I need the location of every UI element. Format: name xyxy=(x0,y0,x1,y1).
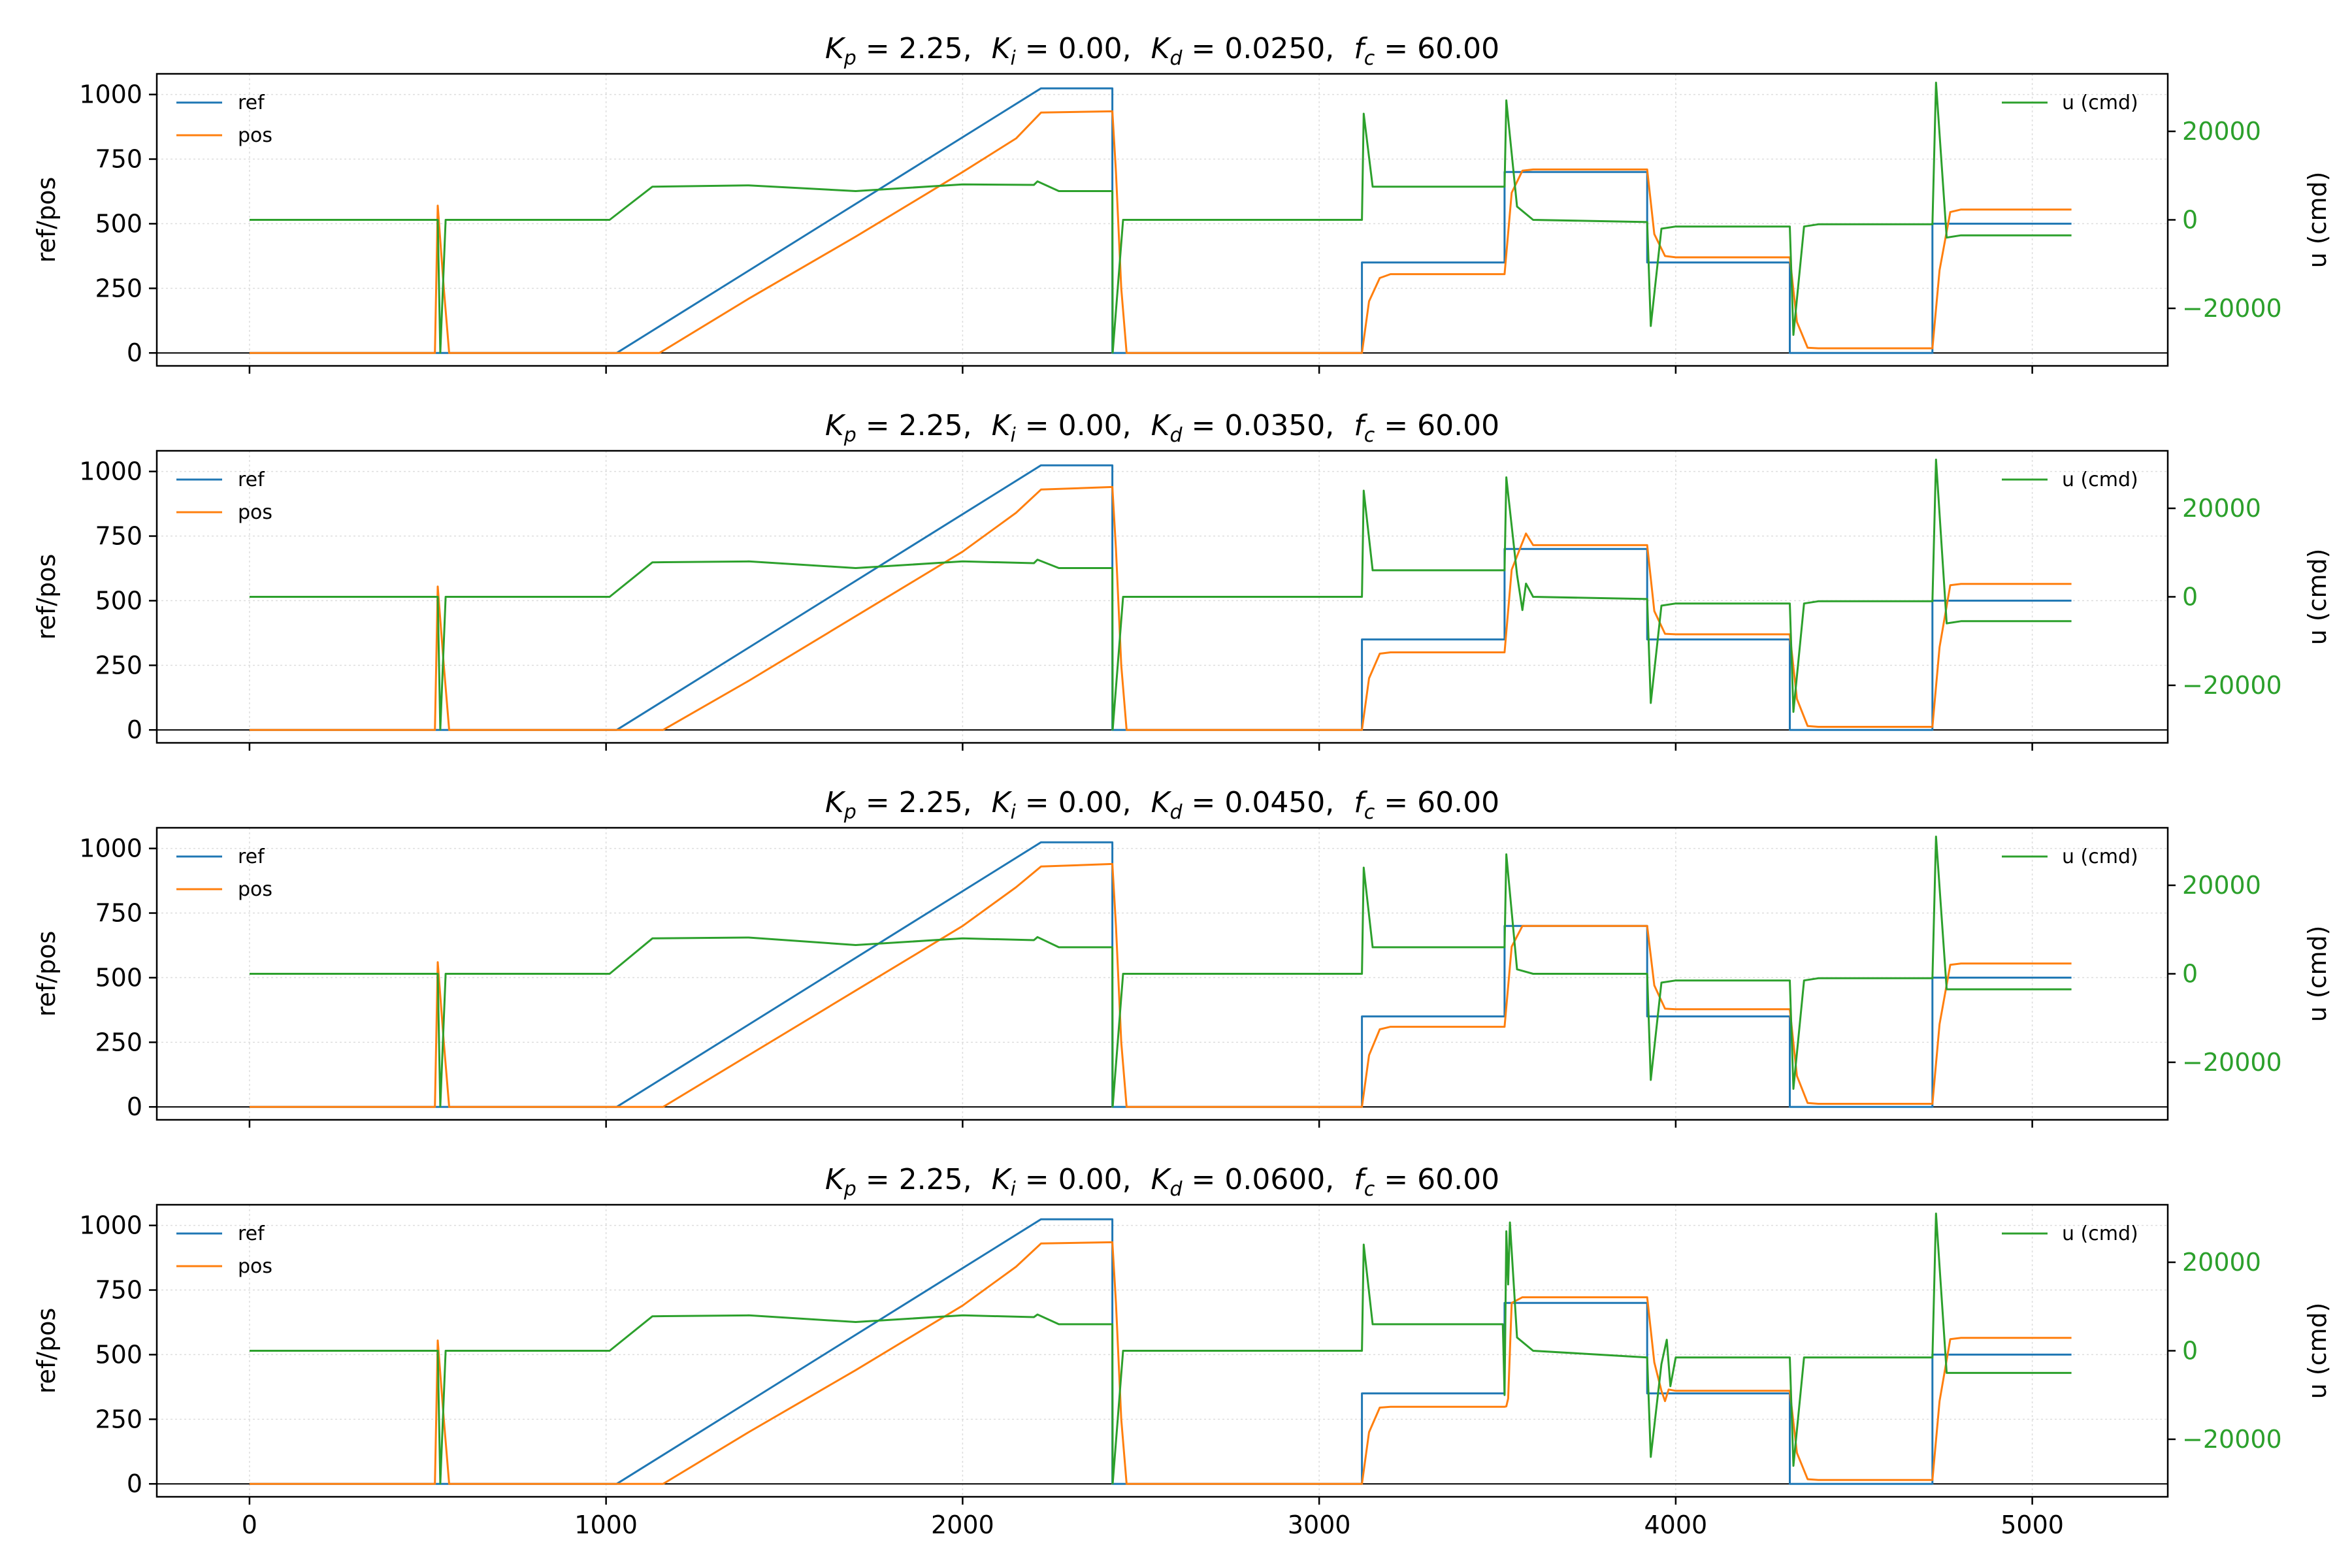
panel-3: 0 250 500 750 1000 −20000 0 20000 ref/pos u (cmd)… xyxy=(32,786,2332,1128)
chart-title: Kp = 2.25, Ki = 0.00, Kd = 0.0450, fc = 60.… xyxy=(825,786,1499,824)
series-u-cmd xyxy=(249,82,2072,354)
chart-title: Kp = 2.25, Ki = 0.00, Kd = 0.0250, fc = 60.… xyxy=(825,32,1499,70)
legend-label-ref: ref xyxy=(238,468,265,491)
legend-left: ref pos xyxy=(176,845,272,901)
y-tick-label: 0 xyxy=(127,1469,142,1498)
y-right-tick-label: −20000 xyxy=(2182,1048,2282,1077)
legend-label-ref: ref xyxy=(238,845,265,868)
y-tick-label: 750 xyxy=(95,899,142,928)
legend-label-u-cmd: u (cmd) xyxy=(2062,91,2138,114)
series-ref xyxy=(249,87,2072,354)
y-axis-label: ref/pos xyxy=(32,931,61,1017)
series-ref xyxy=(249,464,2072,731)
legend-label-pos: pos xyxy=(238,878,272,901)
legend-label-pos: pos xyxy=(238,1255,272,1278)
y-right-tick-label: 0 xyxy=(2182,206,2198,235)
x-tick-label: 3000 xyxy=(1288,1511,1351,1539)
legend-right: u (cmd) xyxy=(2002,1222,2138,1245)
y-tick-label: 250 xyxy=(95,651,142,679)
chart-title: Kp = 2.25, Ki = 0.00, Kd = 0.0350, fc = 60.… xyxy=(825,409,1499,447)
legend-label-ref: ref xyxy=(238,91,265,114)
panel-1: 0 250 500 750 1000 −20000 0 20000 ref/pos u (cmd)… xyxy=(32,32,2332,374)
legend-label-ref: ref xyxy=(238,1222,265,1245)
y-axis-label: ref/pos xyxy=(32,1308,61,1394)
legend-right: u (cmd) xyxy=(2002,91,2138,114)
y-axis-label: ref/pos xyxy=(32,554,61,640)
y-right-tick-label: 0 xyxy=(2182,1337,2198,1365)
series-pos xyxy=(249,1241,2072,1485)
y-tick-label: 1000 xyxy=(79,834,142,863)
x-tick-label: 0 xyxy=(242,1511,257,1539)
x-tick-label: 2000 xyxy=(931,1511,994,1539)
y-axis-label: ref/pos xyxy=(32,177,61,263)
panel-4: 0 1000 2000 3000 4000 5000 0 250 500 750 1000 −2000… xyxy=(32,1163,2332,1539)
y-right-axis-label: u (cmd) xyxy=(2303,549,2332,645)
y-tick-label: 0 xyxy=(127,1092,142,1121)
series-ref xyxy=(249,841,2072,1108)
x-tick-label: 5000 xyxy=(2001,1511,2064,1539)
y-tick-label: 250 xyxy=(95,274,142,302)
y-right-tick-label: 20000 xyxy=(2182,117,2261,146)
legend-right: u (cmd) xyxy=(2002,845,2138,868)
y-right-axis-label: u (cmd) xyxy=(2303,172,2332,269)
y-right-tick-label: 20000 xyxy=(2182,1248,2261,1277)
y-tick-label: 500 xyxy=(95,1340,142,1369)
legend-right: u (cmd) xyxy=(2002,468,2138,491)
series-pos xyxy=(249,862,2072,1108)
y-right-tick-label: 20000 xyxy=(2182,871,2261,900)
x-tick-label: 4000 xyxy=(1644,1511,1708,1539)
y-tick-label: 1000 xyxy=(79,80,142,109)
y-tick-label: 0 xyxy=(127,715,142,744)
legend-left: ref pos xyxy=(176,1222,272,1278)
legend-label-u-cmd: u (cmd) xyxy=(2062,468,2138,491)
y-tick-label: 750 xyxy=(95,145,142,174)
panel-2: 0 250 500 750 1000 −20000 0 20000 ref/pos u (cmd)… xyxy=(32,409,2332,751)
x-tick-label: 1000 xyxy=(574,1511,638,1539)
y-tick-label: 0 xyxy=(127,338,142,367)
y-tick-label: 500 xyxy=(95,586,142,615)
series-u-cmd xyxy=(249,1213,2072,1485)
legend-label-u-cmd: u (cmd) xyxy=(2062,1222,2138,1245)
y-right-axis-label: u (cmd) xyxy=(2303,926,2332,1022)
legend-label-u-cmd: u (cmd) xyxy=(2062,845,2138,868)
legend-label-pos: pos xyxy=(238,124,272,147)
legend-label-pos: pos xyxy=(238,501,272,524)
y-right-tick-label: −20000 xyxy=(2182,671,2282,700)
y-tick-label: 500 xyxy=(95,963,142,992)
y-tick-label: 1000 xyxy=(79,1211,142,1240)
y-right-tick-label: 0 xyxy=(2182,583,2198,612)
series-pos xyxy=(249,485,2072,731)
chart-title: Kp = 2.25, Ki = 0.00, Kd = 0.0600, fc = 60.… xyxy=(825,1163,1499,1201)
legend-left: ref pos xyxy=(176,91,272,147)
y-tick-label: 750 xyxy=(95,1276,142,1305)
y-tick-label: 250 xyxy=(95,1405,142,1433)
y-tick-label: 500 xyxy=(95,209,142,238)
y-right-tick-label: 20000 xyxy=(2182,494,2261,523)
y-right-tick-label: 0 xyxy=(2182,960,2198,988)
y-right-tick-label: −20000 xyxy=(2182,1425,2282,1454)
y-right-tick-label: −20000 xyxy=(2182,294,2282,323)
y-tick-label: 250 xyxy=(95,1028,142,1056)
series-u-cmd xyxy=(249,459,2072,731)
series-pos xyxy=(249,110,2072,354)
series-u-cmd xyxy=(249,836,2072,1108)
legend-left: ref pos xyxy=(176,468,272,524)
y-right-axis-label: u (cmd) xyxy=(2303,1303,2332,1399)
y-tick-label: 750 xyxy=(95,522,142,551)
y-tick-label: 1000 xyxy=(79,457,142,486)
